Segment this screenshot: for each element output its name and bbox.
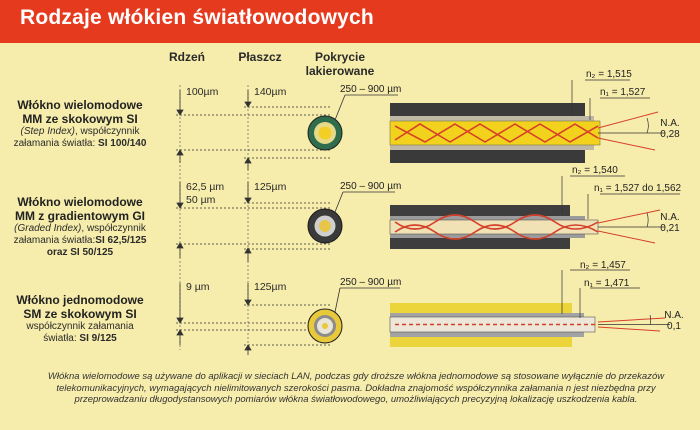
fiber-3-n2: n₂ = 1,457 [580,260,626,271]
fiber-3-longitudinal [389,303,670,347]
fiber-3-name-line2: SM ze skokowym SI [23,307,137,321]
fiber-2-coating-range: 250 – 900 µm [340,181,402,192]
fiber-2-cladding-dim: 125µm [254,181,287,193]
fiber-3-na-value: 0,1 [667,321,681,332]
fiber-2-name-line1: Włókno wielomodowe [17,195,143,209]
fiber-row-3-dimensions [176,283,330,355]
fiber-3-core-dim: 9 µm [186,281,210,293]
fiber-1-desc-code: SI 100/140 [95,138,147,149]
fiber-2-description: Włókno wielomodowe MM z gradientowym GI … [0,195,160,259]
fiber-1-na: N.A. 0,28 [650,118,690,140]
fiber-2-core-dim: 62,5 µm [186,181,225,193]
footer-note: Włókna wielomodowe są używane do aplikac… [47,371,665,405]
fiber-1-na-label: N.A. [660,118,680,129]
fiber-row-1-dimensions [176,90,330,170]
fiber-3-desc-code: SI 9/125 [76,333,117,344]
fiber-1-index-leaders [571,79,650,134]
fiber-2-longitudinal [389,205,665,249]
fiber-1-cladding-dim: 140µm [254,86,287,98]
fiber-2-index-leaders [561,175,680,228]
fiber-3-na: N.A. 0,1 [654,310,694,332]
figure-title: Rodzaje włókien światłowodowych [20,6,374,29]
fiber-2-desc-italic: (Graded Index) [14,223,82,234]
fiber-1-name-line1: Włókno wielomodowe [17,98,143,112]
fiber-2-desc-code: SI 62,5/125 [95,235,147,246]
fiber-2-desc-line2: załamania światła: [13,235,96,246]
fiber-1-longitudinal [389,103,665,163]
fiber-1-cross-section [307,115,343,151]
fiber-1-n2: n₂ = 1,515 [586,69,632,80]
fiber-3-na-label: N.A. [664,310,684,321]
fiber-1-description: Włókno wielomodowe MM ze skokowym SI (St… [0,98,160,150]
fiber-3-index-leaders [561,269,651,326]
fiber-1-desc-line2: załamania światła: [13,138,96,149]
fiber-2-n1: n₁ = 1,527 do 1,562 [594,183,682,194]
title-bar: Rodzaje włókien światłowodowych [0,0,700,43]
coating-range-1-leader [334,94,398,121]
coating-range-3-leader [334,287,400,313]
fiber-3-desc-line2: światła: [43,333,77,344]
fiber-2-desc-rest: , współczynnik [81,223,146,234]
fiber-3-desc-line1: współczynnik załamania [26,321,134,332]
fiber-2-na-label: N.A. [660,212,680,223]
fiber-1-n1: n₁ = 1,527 [600,87,646,98]
header-coating-line1: Pokrycie [314,50,366,64]
header-coating-line2: lakierowane [305,64,375,78]
fiber-1-core-dim: 100µm [186,86,219,98]
fiber-1-name-line2: MM ze skokowym SI [22,112,138,126]
header-cladding: Płaszcz [238,50,282,64]
fiber-3-cross-section [307,308,343,344]
fiber-2-name-line2: MM z gradientowym GI [14,209,145,223]
fiber-3-cladding-dim: 125µm [254,281,287,293]
fiber-2-na: N.A. 0,21 [650,212,690,234]
vertical-guides [179,85,249,350]
fiber-2-cross-section [307,208,343,244]
fiber-1-desc-italic: (Step Index) [20,126,75,137]
fiber-3-coating-range: 250 – 900 µm [340,277,402,288]
coating-range-2-leader [334,191,395,213]
fiber-2-n2: n₂ = 1,540 [572,165,618,176]
fiber-2-na-value: 0,21 [660,223,680,234]
fiber-3-name-line1: Włókno jednomodowe [16,293,144,307]
fiber-3-description: Włókno jednomodowe SM ze skokowym SI wsp… [0,293,160,345]
fiber-3-n1: n₁ = 1,471 [584,278,630,289]
fiber-1-coating-range: 250 – 900 µm [340,84,402,95]
fiber-2-core-dim-alt: 50 µm [186,194,216,206]
fiber-2-desc-line3: oraz SI 50/125 [46,247,114,258]
fiber-1-desc-rest: , współczynnik [75,126,140,137]
header-core: Rdzeń [169,50,205,64]
fiber-1-na-value: 0,28 [660,129,680,140]
fiber-row-2-dimensions [176,182,330,262]
